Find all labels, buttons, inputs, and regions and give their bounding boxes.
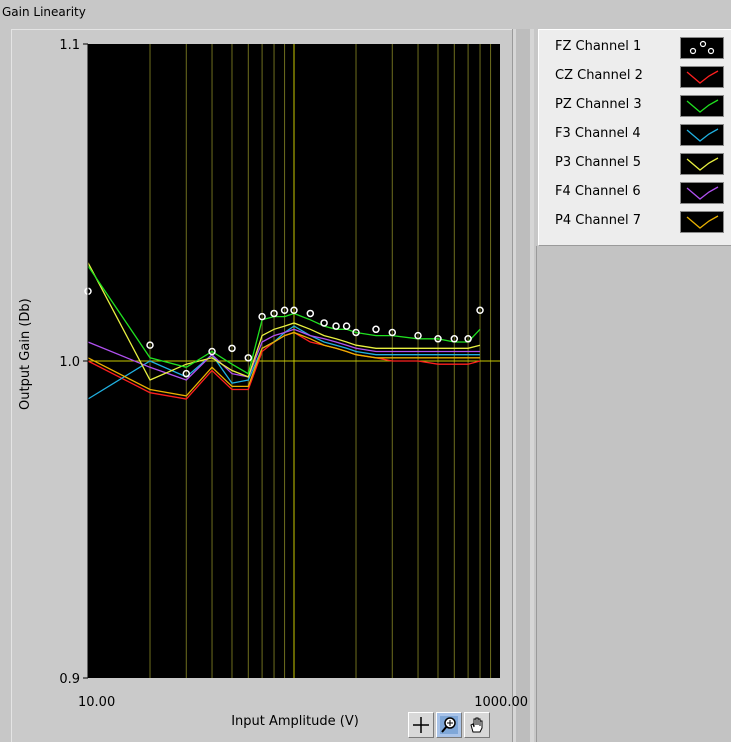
plot-legend: FZ Channel 1 CZ Channel 2 PZ Channel 3 F3 C… xyxy=(538,29,731,246)
cursor-crosshair-icon xyxy=(413,717,429,733)
legend-item[interactable]: FZ Channel 1 xyxy=(539,34,731,62)
legend-swatch[interactable] xyxy=(680,124,724,146)
data-point xyxy=(208,347,216,356)
data-point xyxy=(290,306,298,315)
pan-hand-icon xyxy=(470,717,483,733)
legend-item[interactable]: CZ Channel 2 xyxy=(539,63,731,91)
window-title: Gain Linearity xyxy=(2,5,86,19)
graph-palette xyxy=(408,712,500,738)
legend-swatch[interactable] xyxy=(680,211,724,233)
x-axis-label: Input Amplitude (V) xyxy=(231,714,359,729)
data-point xyxy=(342,322,351,330)
legend-label: P4 Channel 7 xyxy=(555,213,642,228)
y-axis-label: Output Gain (Db) xyxy=(18,298,33,410)
splitter-thumb[interactable] xyxy=(516,29,530,742)
data-point xyxy=(146,341,154,349)
data-point xyxy=(280,306,289,315)
data-point xyxy=(434,335,442,343)
data-point xyxy=(372,325,380,334)
series-line-cz-channel-2 xyxy=(87,331,481,400)
series-line-f3-channel-4 xyxy=(87,325,480,400)
legend-label: FZ Channel 1 xyxy=(555,39,642,54)
legend-label: PZ Channel 3 xyxy=(555,97,642,112)
legend-line xyxy=(686,128,719,142)
legend-swatch[interactable] xyxy=(680,95,724,117)
legend-label: F3 Channel 4 xyxy=(555,126,641,141)
y-tick-label: 0.9 xyxy=(59,672,80,687)
y-tick-label: 1.0 xyxy=(59,355,80,370)
axis-layer: 1.1 1.0 0.9 10.00 1000.00 xyxy=(59,38,528,710)
series-layer xyxy=(84,262,484,400)
legend-line xyxy=(686,70,719,84)
series-line-p3-channel-5 xyxy=(87,262,481,381)
cursor-tool-button[interactable] xyxy=(408,712,434,738)
legend-line xyxy=(686,186,719,200)
legend-label: P3 Channel 5 xyxy=(555,155,642,170)
data-point xyxy=(244,354,253,362)
legend-marker xyxy=(689,47,697,55)
legend-line xyxy=(686,215,719,229)
series-line-p4-channel-7 xyxy=(87,331,480,397)
legend-swatch[interactable] xyxy=(680,153,724,175)
side-panel xyxy=(536,246,731,742)
y-tick-label: 1.1 xyxy=(59,38,80,53)
legend-marker xyxy=(707,47,715,55)
data-point xyxy=(258,312,266,321)
legend-marker xyxy=(699,40,707,48)
series-line-pz-channel-3 xyxy=(87,265,481,375)
data-point xyxy=(388,328,397,337)
data-point xyxy=(228,344,236,353)
legend-label: F4 Channel 6 xyxy=(555,184,641,199)
pan-tool-button[interactable] xyxy=(464,712,490,738)
legend-item[interactable]: P3 Channel 5 xyxy=(539,150,731,178)
legend-item[interactable]: F3 Channel 4 xyxy=(539,121,731,149)
graph-splitter[interactable] xyxy=(512,29,534,742)
data-point xyxy=(450,335,459,343)
legend-swatch[interactable] xyxy=(680,37,724,59)
data-point xyxy=(182,369,191,378)
data-point xyxy=(332,322,340,330)
x-tick-label: 10.00 xyxy=(78,695,115,710)
legend-label: CZ Channel 2 xyxy=(555,68,643,83)
data-point xyxy=(464,335,472,343)
series-fz-channel-1 xyxy=(84,287,484,378)
legend-item[interactable]: PZ Channel 3 xyxy=(539,92,731,120)
data-point xyxy=(306,309,315,318)
data-point xyxy=(320,319,328,327)
legend-swatch[interactable] xyxy=(680,66,724,88)
legend-swatch[interactable] xyxy=(680,182,724,204)
legend-item[interactable]: F4 Channel 6 xyxy=(539,179,731,207)
zoom-icon xyxy=(440,716,458,734)
legend-line xyxy=(686,157,719,171)
data-point xyxy=(352,328,360,337)
data-point xyxy=(476,306,484,315)
data-point xyxy=(414,331,422,340)
legend-item[interactable]: P4 Channel 7 xyxy=(539,208,731,236)
x-tick-label: 1000.00 xyxy=(474,695,528,710)
legend-line xyxy=(686,99,719,113)
data-point xyxy=(270,309,278,318)
zoom-tool-button[interactable] xyxy=(436,712,462,738)
